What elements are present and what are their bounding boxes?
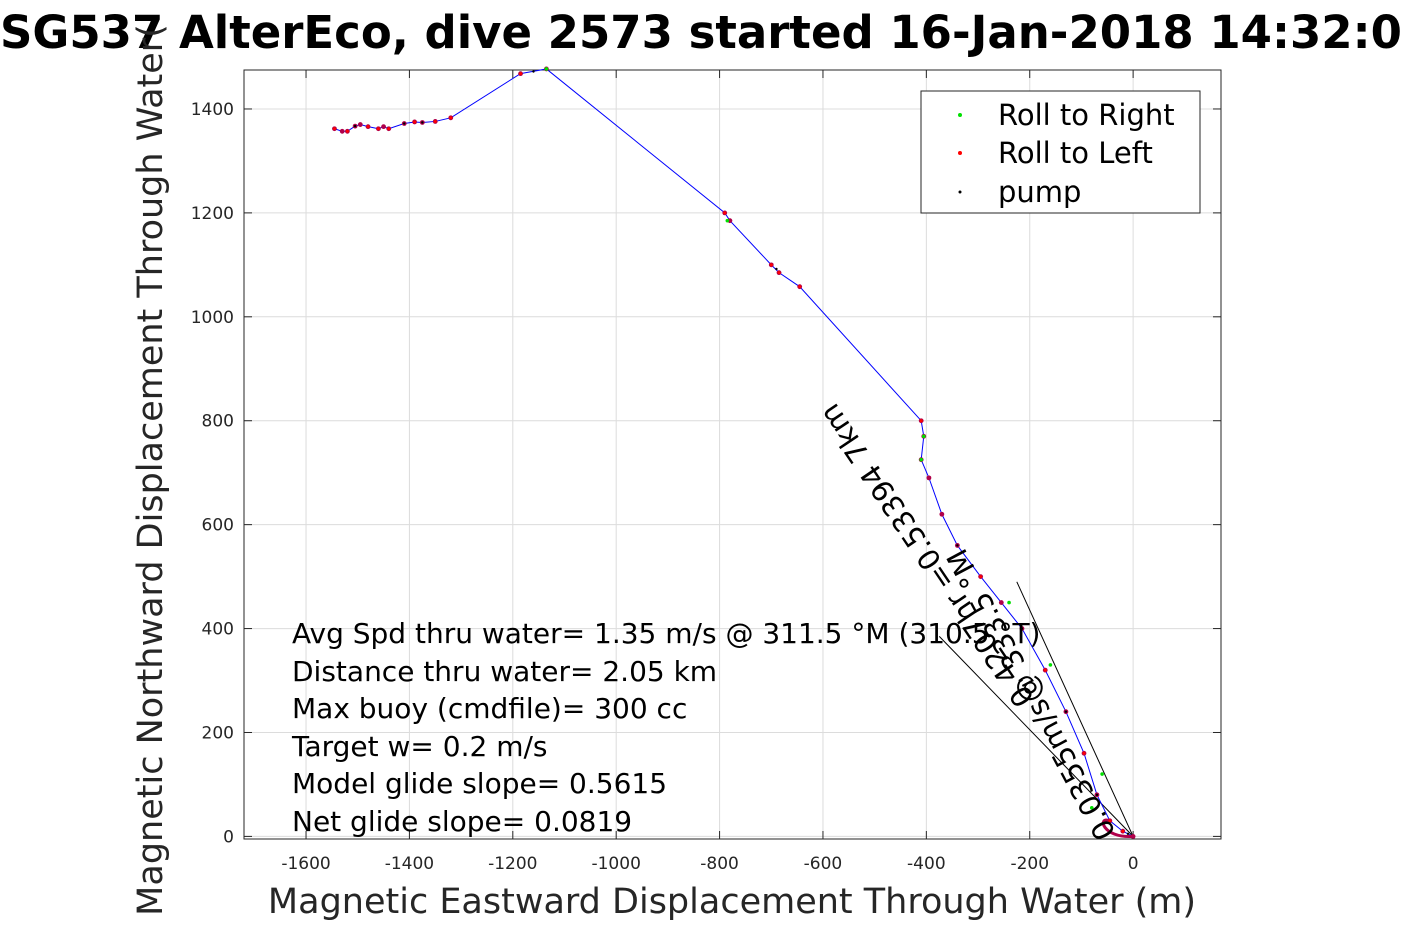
track-marker — [939, 511, 945, 517]
legend-label-pump: pump — [998, 175, 1081, 209]
y-tick-label: 0 — [223, 827, 234, 847]
legend-box — [920, 90, 1201, 214]
pump-point — [403, 122, 406, 125]
roll-left-point — [449, 116, 453, 120]
x-axis-label: Magnetic Eastward Displacement Through W… — [268, 882, 1196, 922]
ticks: -1600 -1400 -1200 -1000 -800 -600 -400 -200 0 0 20… — [191, 70, 1221, 874]
legend-label-roll-left: Roll to Left — [998, 136, 1153, 170]
pump-point — [956, 544, 959, 547]
roll-left-point — [919, 419, 923, 423]
pump-point — [532, 70, 535, 73]
pump-point — [1126, 832, 1130, 836]
roll-left-point — [366, 125, 370, 129]
legend: Roll to Right Roll to Left pump — [920, 90, 1201, 214]
roll-left-point — [332, 127, 336, 131]
x-tick-label: -600 — [804, 854, 843, 874]
x-tick-label: -1600 — [281, 854, 330, 874]
roll-left-point — [387, 127, 391, 131]
pump-point — [1095, 793, 1099, 797]
roll-left-point — [1043, 668, 1047, 672]
track-marker — [339, 128, 345, 134]
axes-box — [243, 69, 1222, 840]
x-tick-label: -400 — [907, 854, 946, 874]
legend-label-roll-right: Roll to Right — [998, 98, 1175, 132]
x-tick-label: -800 — [700, 854, 739, 874]
y-tick-label: 1200 — [191, 204, 234, 224]
annotation-distance: Distance thru water= 2.05 km — [292, 655, 717, 688]
roll-right-point — [921, 434, 926, 439]
y-tick-label: 400 — [202, 620, 234, 640]
roll-right-point — [544, 67, 549, 71]
y-tick-label: 600 — [202, 516, 234, 536]
x-tick-label: 0 — [1128, 854, 1139, 874]
roll-left-point — [376, 127, 380, 131]
roll-left-point — [345, 129, 349, 133]
track-surface-loop — [1101, 818, 1134, 838]
track-marker — [357, 122, 363, 127]
y-axis-label: Magnetic Northward Displacement Through … — [131, 24, 171, 916]
x-tick-label: -200 — [1010, 854, 1049, 874]
track-marker — [926, 475, 932, 481]
annotation-max-buoy: Max buoy (cmdfile)= 300 cc — [292, 692, 687, 725]
roll-left-point — [1082, 751, 1086, 755]
roll-right-point — [1007, 600, 1011, 605]
roll-right-point — [919, 457, 923, 462]
legend-marker-roll-left — [958, 151, 962, 155]
roll-left-point — [519, 72, 523, 76]
pump-point — [1064, 710, 1068, 713]
roll-left-point — [1108, 819, 1112, 823]
roll-left-point — [723, 211, 727, 215]
roll-left-point — [1121, 829, 1125, 833]
legend-marker-roll-right — [958, 113, 962, 117]
y-tick-label: 200 — [202, 723, 234, 743]
legend-marker-pump — [958, 190, 962, 194]
roll-left-point — [433, 119, 437, 123]
annotation-model-glide: Model glide slope= 0.5615 — [292, 767, 667, 800]
roll-right-point — [725, 218, 730, 223]
annotation-block: Avg Spd thru water= 1.35 m/s @ 311.5 °M … — [291, 617, 1040, 838]
pump-point — [775, 267, 778, 271]
pump-point — [1020, 627, 1024, 630]
roll-right-point — [1100, 772, 1104, 776]
chart-title: SG537 AlterEco, dive 2573 started 16-Jan… — [0, 6, 1402, 59]
annotation-net-glide: Net glide slope= 0.0819 — [292, 805, 632, 838]
roll-left-point — [777, 271, 781, 275]
track-marker — [727, 218, 733, 224]
y-tick-label: 1000 — [191, 308, 234, 328]
roll-left-point — [769, 263, 773, 267]
markers — [332, 66, 1136, 839]
roll-left-point — [413, 120, 417, 124]
roll-right-point — [1089, 806, 1094, 810]
x-tick-label: -1400 — [385, 854, 434, 874]
x-tick-label: -1000 — [591, 854, 640, 874]
annotation-target-w: Target w= 0.2 m/s — [291, 730, 548, 763]
pump-point — [353, 124, 357, 128]
roll-right-point — [1048, 663, 1053, 667]
roll-left-point — [979, 575, 983, 579]
current-line — [1016, 581, 1134, 837]
y-tick-label: 1400 — [191, 100, 234, 120]
track-marker — [1130, 834, 1136, 839]
y-tick-label: 800 — [202, 412, 234, 432]
pump-point — [421, 121, 424, 124]
roll-left-point — [798, 285, 802, 289]
track-marker — [998, 600, 1004, 605]
annotation-avg-speed: Avg Spd thru water= 1.35 m/s @ 311.5 °M … — [292, 617, 1040, 650]
x-tick-label: -1200 — [488, 854, 537, 874]
track-marker — [381, 124, 386, 130]
